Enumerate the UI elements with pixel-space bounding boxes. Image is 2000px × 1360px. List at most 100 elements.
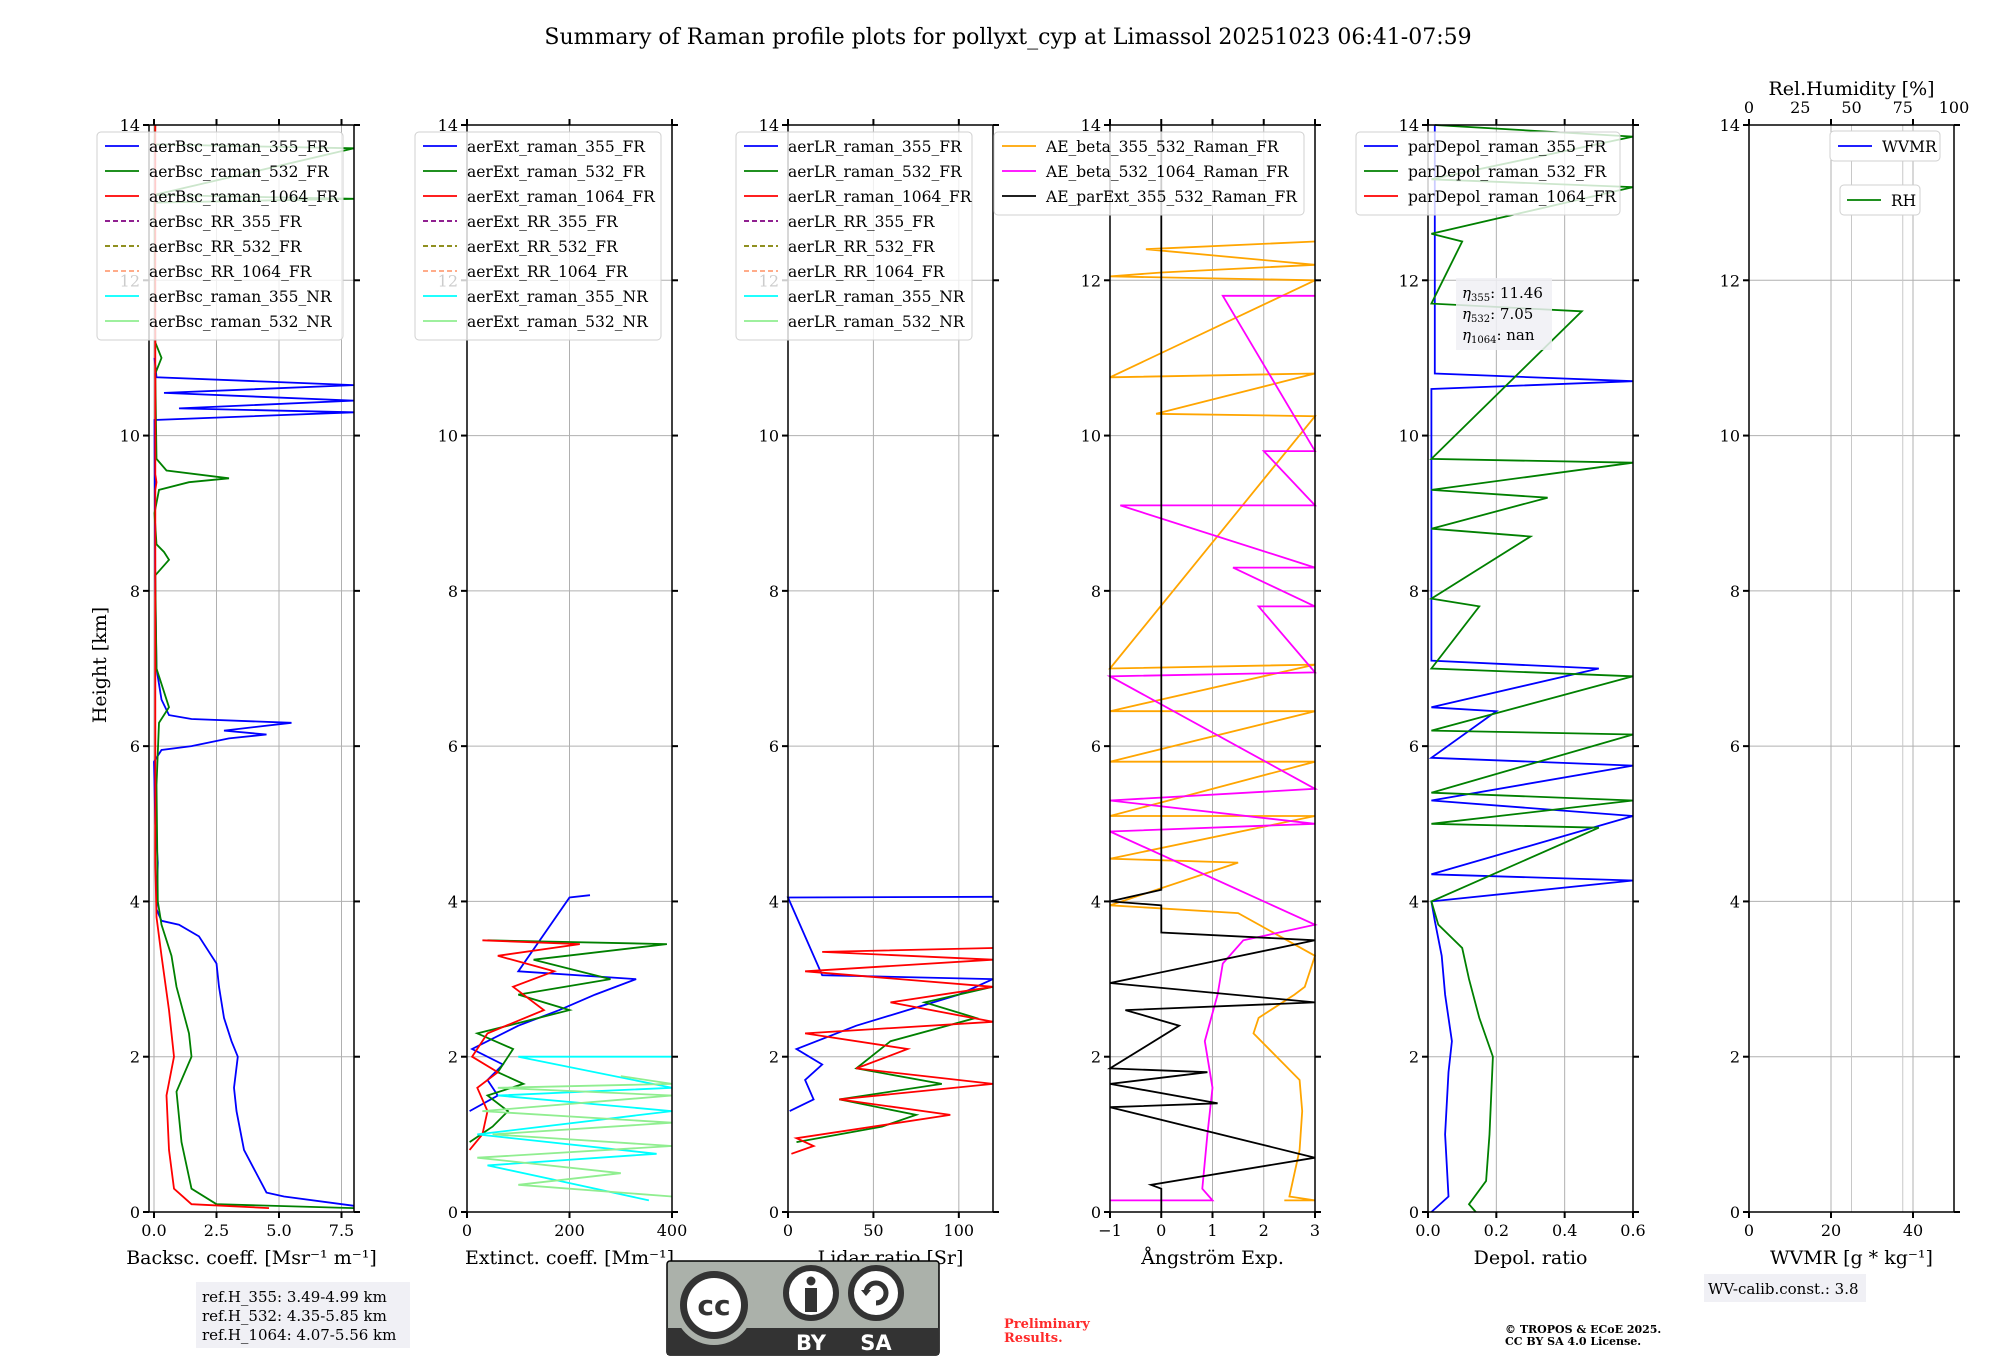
x-tick-label: 200	[554, 1221, 585, 1240]
y-tick-label: 8	[1730, 582, 1740, 601]
prelim-line-2: Results.	[1004, 1331, 1063, 1346]
panel-extinction: 024681012140200400Extinct. coeff. [Mm⁻¹]…	[414, 116, 687, 1269]
y-tick-label: 14	[759, 116, 779, 135]
x-tick-label: 0.2	[1484, 1221, 1509, 1240]
series-aerBsc_raman_355_FR	[153, 357, 355, 1207]
x-tick-label: 100	[944, 1221, 975, 1240]
x-tick-label: 40	[1903, 1221, 1923, 1240]
y-tick-label: 6	[1409, 737, 1419, 756]
by-person-head	[806, 1276, 816, 1286]
y-tick-label: 8	[1091, 582, 1101, 601]
x-tick-label: 2	[1259, 1221, 1269, 1240]
ref-height-532: ref.H_532: 4.35-5.85 km	[202, 1307, 387, 1325]
x-axis-label: Ångström Exp.	[1140, 1247, 1284, 1269]
y-tick-label: 4	[1730, 892, 1740, 911]
legend-label-aerExt_raman_355_FR: aerExt_raman_355_FR	[467, 138, 646, 156]
ref-height-box-bg	[196, 1282, 410, 1348]
legend-frame-wvmr	[1829, 130, 1941, 162]
y-tick-label: 8	[1409, 582, 1419, 601]
panel-lidar_ratio: 02468101214050100Lidar ratio [Sr]aerLR_r…	[735, 116, 999, 1269]
y-tick-label: 6	[448, 737, 458, 756]
x-tick-label: 0	[783, 1221, 793, 1240]
y-tick-label: 6	[1730, 737, 1740, 756]
y-tick-label: 14	[1720, 116, 1740, 135]
legend-frame	[96, 131, 344, 341]
legend-label-aerExt_RR_532_FR: aerExt_RR_532_FR	[467, 238, 619, 256]
x-axis-label: Backsc. coeff. [Msr⁻¹ m⁻¹]	[126, 1247, 377, 1269]
legend-label-aerBsc_raman_355_FR: aerBsc_raman_355_FR	[149, 138, 330, 156]
by-label: BY	[796, 1331, 827, 1355]
legend-label-aerBsc_raman_355_NR: aerBsc_raman_355_NR	[149, 288, 333, 306]
y-tick-label: 10	[1720, 427, 1740, 446]
y-tick-label: 0	[1409, 1203, 1419, 1222]
series-parDepol_raman_532_FR	[1428, 124, 1634, 1213]
y-tick-label: 2	[769, 1048, 779, 1067]
y-tick-label: 12	[1399, 271, 1419, 290]
legend: aerBsc_raman_355_FR aerBsc_raman_532_FRae…	[96, 131, 344, 341]
preliminary-results-note: Preliminary Results.	[1004, 1318, 1090, 1346]
legend-label-parDepol_raman_355_FR: parDepol_raman_355_FR	[1408, 138, 1608, 156]
x-tick-label: 5.0	[266, 1221, 291, 1240]
legend: WVMR RH	[1829, 130, 1941, 216]
legend-label-WVMR: WVMR	[1882, 138, 1938, 156]
figure-title: Summary of Raman profile plots for polly…	[544, 25, 1471, 50]
legend-label-aerExt_raman_355_NR: aerExt_raman_355_NR	[467, 288, 649, 306]
series-aerLR_raman_1064_FR	[791, 947, 994, 1155]
legend-label-aerExt_raman_532_FR: aerExt_raman_532_FR	[467, 163, 646, 181]
legend-frame	[993, 131, 1305, 216]
y-tick-label: 8	[130, 582, 140, 601]
wv-calib-text: WV-calib.const.: 3.8	[1708, 1280, 1859, 1298]
eta-box-bg	[1456, 278, 1552, 350]
cc-text: cc	[697, 1289, 730, 1322]
wv-calib-bg	[1704, 1274, 1866, 1302]
x-tick-label: 0	[1156, 1221, 1166, 1240]
y-tick-label: 14	[120, 116, 140, 135]
by-person-body	[805, 1288, 817, 1312]
y-axis-label: Height [km]	[89, 607, 111, 723]
legend-label-parDepol_raman_1064_FR: parDepol_raman_1064_FR	[1408, 188, 1617, 206]
y-tick-label: 12	[1081, 271, 1101, 290]
legend-label-aerExt_RR_1064_FR: aerExt_RR_1064_FR	[467, 263, 629, 281]
y-tick-label: 8	[448, 582, 458, 601]
series-AE_beta_532_1064_Raman_FR	[1106, 294, 1319, 1202]
y-tick-label: 10	[1081, 427, 1101, 446]
top-x-tick-label: 25	[1790, 98, 1810, 117]
y-tick-label: 6	[769, 737, 779, 756]
top-x-tick-label: 50	[1841, 98, 1861, 117]
y-tick-label: 12	[1720, 271, 1740, 290]
x-tick-label: 0.0	[1415, 1221, 1440, 1240]
legend-label-aerExt_raman_532_NR: aerExt_raman_532_NR	[467, 313, 649, 331]
top-x-axis-label: Rel.Humidity [%]	[1768, 78, 1934, 100]
legend-label-AE_beta_532_1064_Raman_FR: AE_beta_532_1064_Raman_FR	[1045, 163, 1290, 181]
sa-share-alike-icon	[848, 1265, 904, 1321]
sa-arrowhead	[861, 1290, 871, 1296]
depol-eta-box: η355: 11.46 η532: 7.05 η1064: nan	[1456, 278, 1552, 350]
legend-label-aerLR_raman_532_NR: aerLR_raman_532_NR	[788, 313, 966, 331]
ref-height-355: ref.H_355: 3.49-4.99 km	[202, 1288, 387, 1306]
legend-label-aerLR_RR_355_FR: aerLR_RR_355_FR	[788, 213, 936, 231]
ref-height-box: ref.H_355: 3.49-4.99 km ref.H_532: 4.35-…	[196, 1282, 410, 1348]
sa-label: SA	[860, 1331, 892, 1355]
legend-label-aerLR_raman_1064_FR: aerLR_raman_1064_FR	[788, 188, 973, 206]
top-x-tick-label: 75	[1893, 98, 1913, 117]
copyright-line-2: CC BY SA 4.0 License.	[1505, 1335, 1642, 1348]
cc-by-sa-badge: cc BY SA	[666, 1260, 940, 1356]
top-x-tick-label: 100	[1939, 98, 1970, 117]
legend-frame	[414, 131, 662, 341]
legend: parDepol_raman_355_FR parDepol_raman_532_…	[1355, 131, 1621, 216]
legend-label-aerBsc_RR_532_FR: aerBsc_RR_532_FR	[149, 238, 303, 256]
series-aerLR_raman_355_FR	[786, 895, 994, 1112]
legend-label-RH: RH	[1891, 192, 1916, 210]
legend-label-aerExt_raman_1064_FR: aerExt_raman_1064_FR	[467, 188, 656, 206]
legend-label-aerBsc_RR_355_FR: aerBsc_RR_355_FR	[149, 213, 303, 231]
y-tick-label: 4	[769, 892, 779, 911]
y-tick-label: 8	[769, 582, 779, 601]
x-tick-label: 7.5	[329, 1221, 354, 1240]
legend-label-AE_beta_355_532_Raman_FR: AE_beta_355_532_Raman_FR	[1045, 138, 1280, 156]
legend-label-aerBsc_raman_532_NR: aerBsc_raman_532_NR	[149, 313, 333, 331]
copyright-line-1: © TROPOS & ECoE 2025.	[1505, 1323, 1662, 1336]
legend-label-aerBsc_raman_1064_FR: aerBsc_raman_1064_FR	[149, 188, 340, 206]
